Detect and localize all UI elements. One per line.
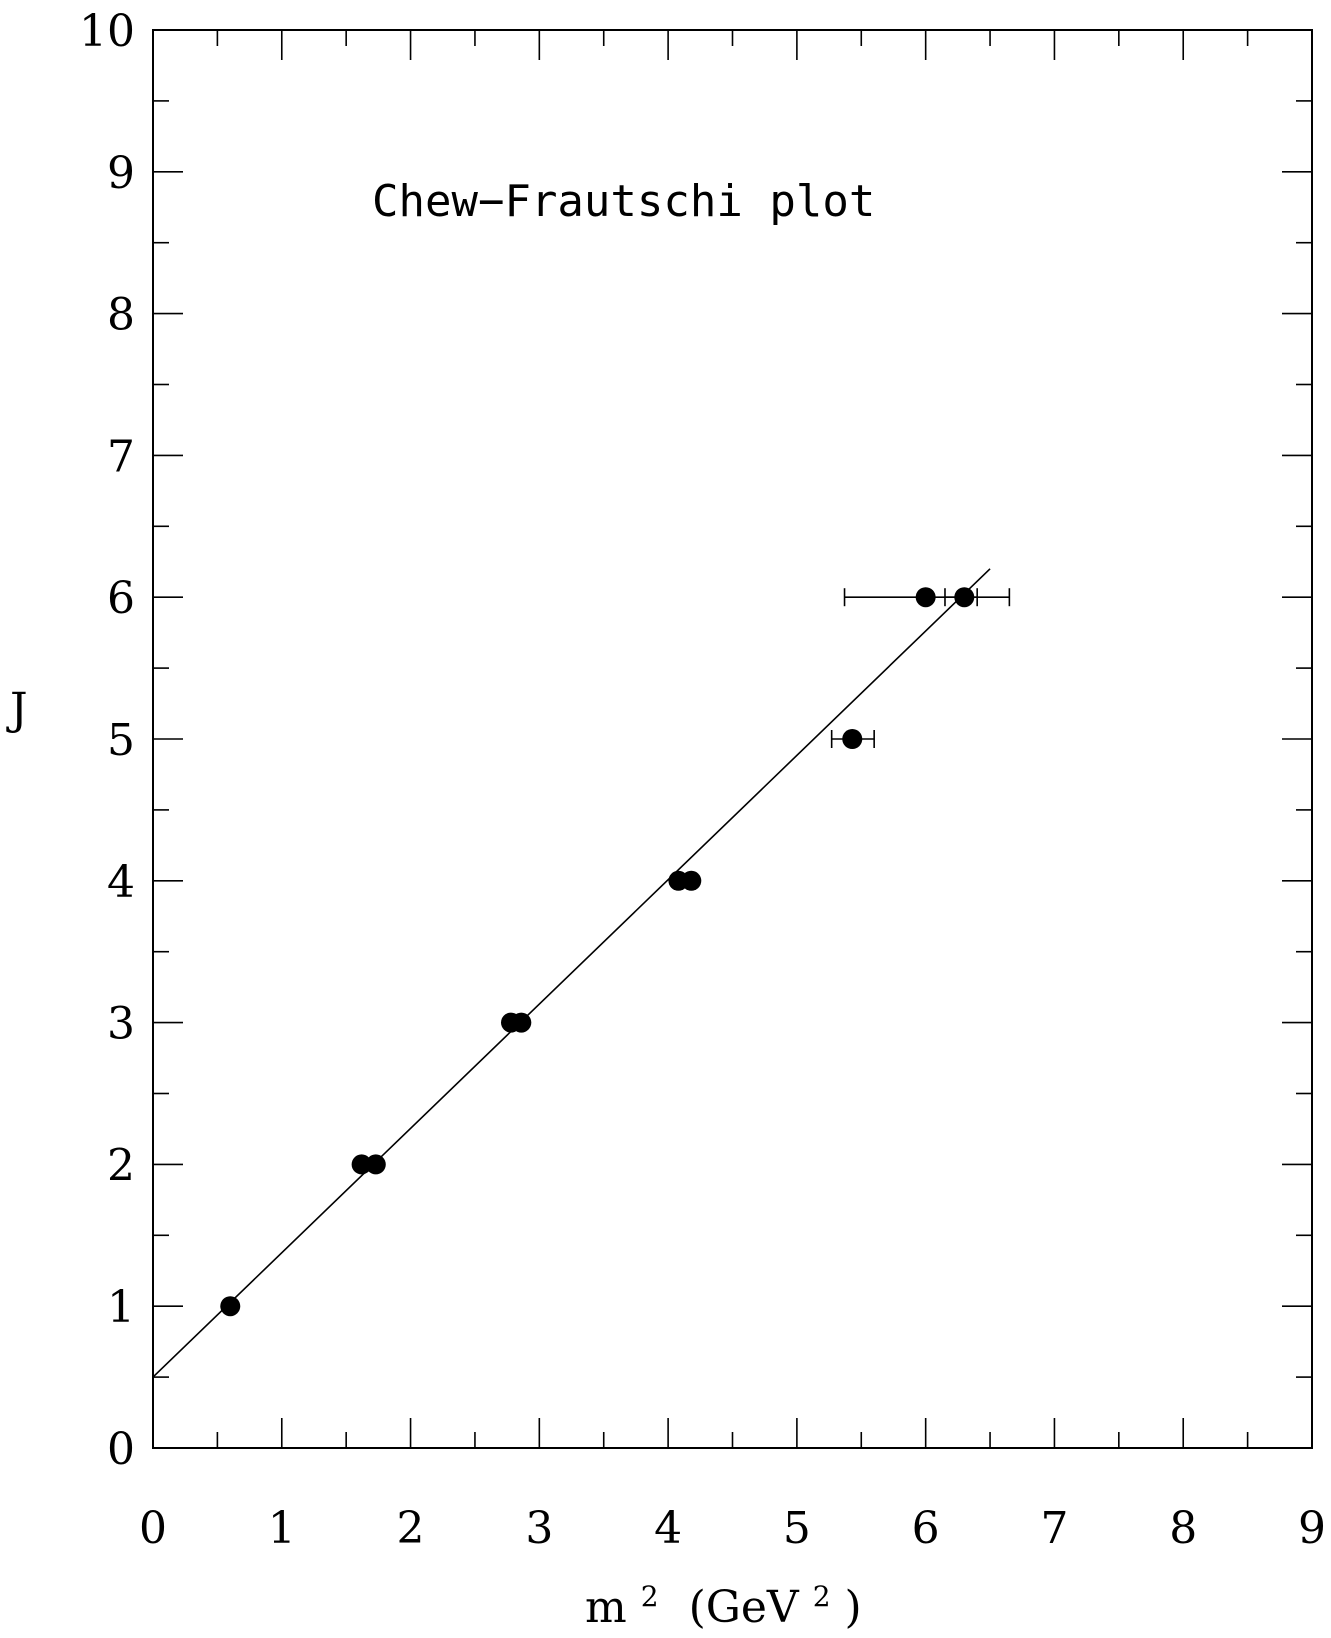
x-axis-label: m 2 (GeV 2 ) xyxy=(585,1566,862,1633)
x-tick-label: 2 xyxy=(397,1503,425,1554)
x-tick-label: 4 xyxy=(654,1503,682,1554)
data-point xyxy=(220,1296,241,1317)
x-tick-label: 7 xyxy=(1040,1503,1068,1554)
x-tick-label: 6 xyxy=(912,1503,940,1554)
fit-line xyxy=(152,568,991,1378)
y-tick-label: 10 xyxy=(79,6,135,57)
x-axis-label-base: m xyxy=(585,1582,627,1633)
x-tick-label: 0 xyxy=(139,1503,167,1554)
tick-labels: 0 1 2 3 4 5 6 7 8 9 0 1 2 3 4 5 6 7 8 9 10 xyxy=(79,6,1326,1554)
x-axis-label-unit-sup: 2 xyxy=(813,1580,831,1613)
y-tick-label: 5 xyxy=(107,715,135,766)
y-tick-label: 9 xyxy=(107,148,135,199)
y-tick-label: 4 xyxy=(107,857,135,908)
y-tick-label: 7 xyxy=(107,431,135,482)
y-tick-label: 6 xyxy=(107,573,135,624)
data-points xyxy=(220,587,1011,1317)
y-tick-label: 2 xyxy=(107,1140,135,1191)
plot-frame xyxy=(152,29,1313,1449)
data-point xyxy=(351,1154,372,1175)
chart-title: Chew−Frautschi plot xyxy=(372,176,875,227)
y-tick-label: 0 xyxy=(107,1424,135,1475)
axis-ticks xyxy=(152,29,1313,1449)
data-point xyxy=(681,870,702,891)
x-tick-label: 9 xyxy=(1298,1503,1326,1554)
y-tick-label: 1 xyxy=(107,1282,135,1333)
x-tick-label: 5 xyxy=(783,1503,811,1554)
x-axis-label-sup: 2 xyxy=(641,1580,659,1613)
x-tick-label: 1 xyxy=(268,1503,296,1554)
data-point xyxy=(915,587,936,608)
data-point xyxy=(365,1154,386,1175)
data-point xyxy=(842,729,863,749)
y-axis-label: J xyxy=(6,684,28,735)
y-tick-label: 3 xyxy=(107,999,135,1050)
data-point xyxy=(954,587,975,608)
x-axis-label-unit-close: ) xyxy=(845,1582,862,1633)
x-tick-label: 3 xyxy=(525,1503,553,1554)
x-tick-label: 8 xyxy=(1169,1503,1197,1554)
y-tick-label: 8 xyxy=(107,290,135,341)
x-axis-label-unit-open: (GeV xyxy=(689,1582,800,1633)
data-point xyxy=(511,1012,532,1033)
